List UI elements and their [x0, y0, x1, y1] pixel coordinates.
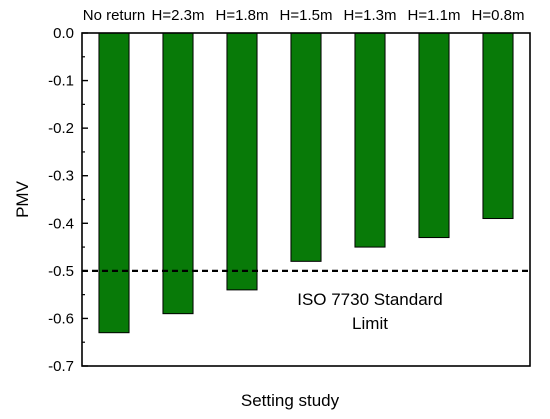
- y-tick-label-5: -0.5: [48, 263, 74, 280]
- y-tick-label-4: -0.4: [48, 215, 74, 232]
- bar-1: [162, 32, 194, 315]
- bar-5: [418, 32, 450, 239]
- y-tick-label-6: -0.6: [48, 310, 74, 327]
- bar-6: [482, 32, 514, 220]
- bars-group: [98, 32, 514, 334]
- x-axis-category-labels: No return H=2.3m H=1.8m H=1.5m H=1.3m H=1.1m H…: [83, 7, 525, 24]
- x-axis-title: Setting study: [241, 391, 340, 410]
- category-label-4: H=1.3m: [344, 7, 397, 24]
- reference-label-line2: Limit: [352, 314, 388, 333]
- y-axis-title: PMV: [13, 180, 32, 218]
- category-label-5: H=1.1m: [408, 7, 461, 24]
- category-label-6: H=0.8m: [472, 7, 525, 24]
- y-tick-label-0: 0.0: [53, 25, 74, 42]
- y-tick-label-2: -0.2: [48, 120, 74, 137]
- category-label-2: H=1.8m: [216, 7, 269, 24]
- y-axis-ticks: 0.0 -0.1 -0.2 -0.3 -0.4 -0.5 -0.6 -0.7: [48, 25, 88, 375]
- y-tick-label-1: -0.1: [48, 73, 74, 90]
- bar-4: [354, 32, 386, 248]
- bar-0: [98, 32, 130, 334]
- y-tick-label-3: -0.3: [48, 168, 74, 185]
- category-label-1: H=2.3m: [152, 7, 205, 24]
- category-label-3: H=1.5m: [280, 7, 333, 24]
- bar-3: [290, 32, 322, 262]
- bar-2: [226, 32, 258, 291]
- reference-label-line1: ISO 7730 Standard: [297, 290, 443, 309]
- category-label-0: No return: [83, 7, 146, 24]
- y-tick-label-7: -0.7: [48, 358, 74, 375]
